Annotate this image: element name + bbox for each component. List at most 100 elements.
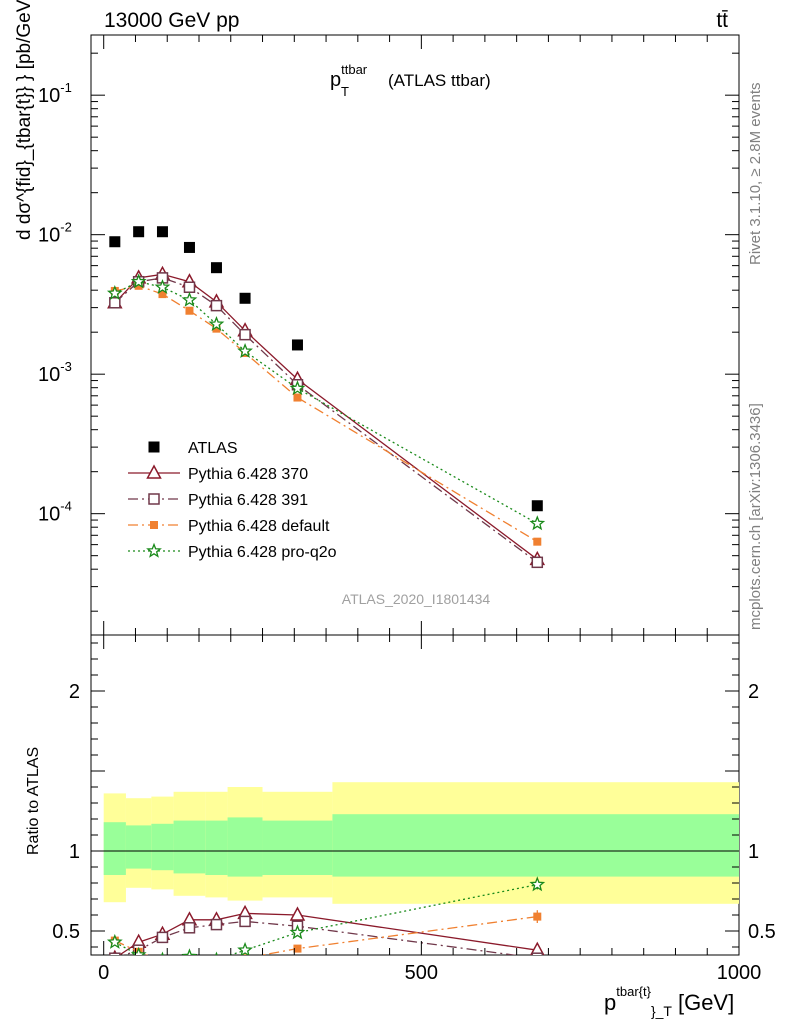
green-band-3 xyxy=(173,820,206,874)
legend: ATLAS Pythia 6.428 370 Pythia 6.428 391 Pyt… xyxy=(128,440,337,561)
main-point-4-2 xyxy=(154,278,171,294)
ratio-point-0-7 xyxy=(530,941,545,955)
ratio-point-3-4 xyxy=(215,951,218,955)
legend-marker-2 xyxy=(148,493,160,505)
main-point-0-0 xyxy=(109,236,121,248)
main-point-4-5 xyxy=(237,342,253,358)
main-point-4-1 xyxy=(130,273,147,289)
main-ytick-label-0: 10-1 xyxy=(38,80,72,107)
ratio-point-1-5 xyxy=(239,915,251,928)
green-band-5 xyxy=(227,817,263,877)
main-ytick-label-1: 10-2 xyxy=(38,220,72,247)
legend-label-0: ATLAS xyxy=(188,440,238,457)
ratio-point-2-7 xyxy=(533,912,542,921)
main-line-4 xyxy=(114,281,538,525)
legend-item-3: Pythia 6.428 default xyxy=(128,518,330,535)
main-ytick-exp-1: -2 xyxy=(60,220,72,235)
rivet-label: Rivet 3.1.10, ≥ 2.8M events xyxy=(747,83,764,266)
main-title-sub: T xyxy=(341,84,349,99)
ratio-point-2-5 xyxy=(241,954,250,955)
ratio-line-3 xyxy=(114,883,538,955)
ratio-point-1-7 xyxy=(531,952,544,955)
ratio-point-3-2 xyxy=(161,951,164,955)
x-label-unit: [GeV] xyxy=(678,990,734,1015)
main-point-0-4 xyxy=(210,262,222,274)
ratio-ytick-label-right-2: 2 xyxy=(748,681,759,703)
x-tick-label-0: 0 xyxy=(98,962,109,984)
main-ytick-base-3: 10 xyxy=(38,504,60,526)
green-band-1 xyxy=(125,825,152,869)
main-point-2-7 xyxy=(531,556,544,569)
x-tick-label-1: 500 xyxy=(405,962,438,984)
main-ytick-base-2: 10 xyxy=(38,364,60,386)
legend-item-0: ATLAS xyxy=(148,440,238,457)
mcplots-label: mcplots.cern.ch [arXiv:1306.3436] xyxy=(747,403,764,630)
main-point-4-6 xyxy=(289,380,306,396)
ratio-panel-content xyxy=(106,876,546,955)
legend-marker-0 xyxy=(148,441,160,453)
x-label-sup: tbar{t} xyxy=(616,984,651,999)
process-label: tt̄ xyxy=(716,9,728,32)
main-title: pttbar T (ATLAS ttbar) xyxy=(330,62,491,99)
ratio-point-1-2 xyxy=(156,931,169,944)
main-ytick-base-1: 10 xyxy=(38,225,60,247)
main-y-label-text: d dσ^{fid}_{tbar{t}} } [pb/GeV] / d p_T xyxy=(14,0,35,240)
x-tick-label-2: 1000 xyxy=(717,962,762,984)
main-ytick-base-0: 10 xyxy=(38,85,60,107)
legend-label-2: Pythia 6.428 391 xyxy=(188,492,308,509)
ratio-point-3-0 xyxy=(106,933,123,949)
main-ytick-exp-3: -4 xyxy=(60,499,72,514)
green-band-0 xyxy=(103,822,126,875)
main-ytick-exp-0: -1 xyxy=(60,80,72,95)
main-point-0-7 xyxy=(531,500,543,512)
main-point-3-4 xyxy=(212,324,221,333)
main-point-0-2 xyxy=(156,226,168,238)
green-band-7 xyxy=(332,814,739,877)
main-title-p: p xyxy=(330,69,341,91)
ratio-ytick-label-left-2: 2 xyxy=(69,681,80,703)
main-point-2-3 xyxy=(183,281,196,293)
legend-item-1: Pythia 6.428 370 xyxy=(128,464,308,483)
main-ytick-label-2: 10-3 xyxy=(38,359,72,386)
ratio-point-1-3 xyxy=(183,922,196,934)
analysis-watermark: ATLAS_2020_I1801434 xyxy=(342,591,491,607)
ratio-line-0 xyxy=(118,912,538,955)
main-point-0-5 xyxy=(239,292,251,304)
main-series-0 xyxy=(109,226,543,512)
green-band-4 xyxy=(205,820,228,875)
legend-label-4: Pythia 6.428 pro-q2o xyxy=(188,544,337,561)
legend-label-1: Pythia 6.428 370 xyxy=(188,466,308,483)
green-band-6 xyxy=(262,820,333,875)
ratio-series-3 xyxy=(106,876,546,955)
ratio-point-3-7 xyxy=(529,876,546,892)
main-point-0-3 xyxy=(183,241,195,253)
ratio-point-3-6 xyxy=(289,924,306,940)
main-point-2-0 xyxy=(109,297,121,309)
ratio-point-0-6 xyxy=(289,906,306,921)
green-band-2 xyxy=(151,823,174,871)
main-point-4-0 xyxy=(106,285,123,301)
ratio-point-3-5 xyxy=(237,941,253,955)
main-point-0-6 xyxy=(291,339,303,351)
ratio-ytick-label-left-1: 1 xyxy=(69,841,80,863)
main-point-3-1 xyxy=(134,281,143,290)
legend-label-3: Pythia 6.428 default xyxy=(188,518,330,535)
main-series-4 xyxy=(106,273,546,531)
main-point-4-3 xyxy=(181,291,198,307)
ratio-ytick-label-right-1: 1 xyxy=(748,841,759,863)
ratio-ytick-label-left-0: 0.5 xyxy=(52,921,80,943)
main-title-sup: ttbar xyxy=(341,62,368,77)
energy-label: 13000 GeV pp xyxy=(104,9,239,32)
x-label-sub: }_T xyxy=(651,1003,672,1019)
x-label-p: p xyxy=(604,990,616,1015)
main-panel-content xyxy=(106,226,546,569)
main-ytick-exp-2: -3 xyxy=(60,359,72,374)
main-point-4-4 xyxy=(208,315,225,331)
main-point-0-1 xyxy=(133,226,145,238)
ratio-point-1-0 xyxy=(109,952,121,955)
ratio-y-label: Ratio to ATLAS xyxy=(25,747,42,855)
ratio-point-2-6 xyxy=(293,944,302,953)
main-point-3-2 xyxy=(158,290,167,299)
